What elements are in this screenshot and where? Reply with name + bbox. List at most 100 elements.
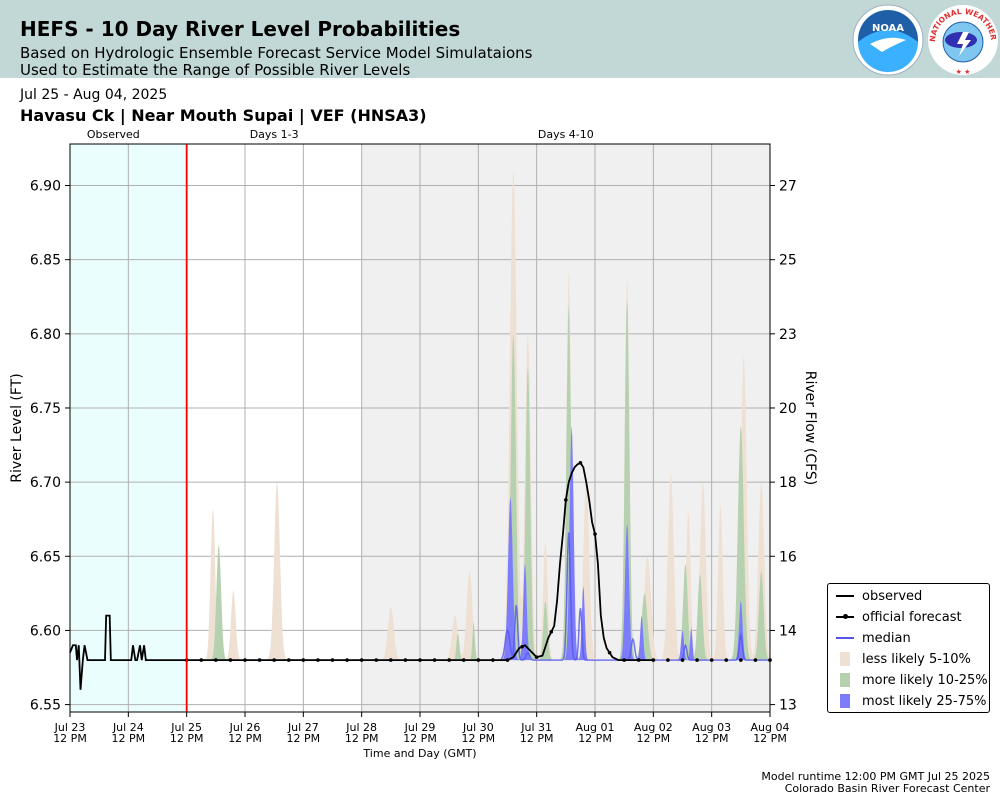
forecast-marker [680, 658, 685, 662]
legend-item: less likely 5-10% [836, 649, 971, 669]
forecast-marker [607, 650, 612, 655]
y2-tick-label: 16 [779, 549, 797, 565]
forecast-marker [301, 658, 306, 662]
forecast-marker [476, 658, 481, 662]
forecast-marker [534, 655, 539, 659]
y2-tick-label: 25 [779, 253, 797, 269]
legend-item: observed [836, 586, 922, 606]
forecast-marker [403, 658, 408, 662]
y2-tick-label: 14 [779, 623, 797, 639]
x-tick-label-time: 12 PM [695, 732, 729, 745]
forecast-marker [666, 658, 670, 662]
x-tick-label: Jul 30 [462, 721, 494, 734]
x-tick-label: Jul 27 [287, 721, 319, 734]
forecast-marker [257, 658, 262, 662]
legend-swatch [836, 610, 854, 624]
forecast-center: Colorado Basin River Forecast Center [784, 782, 990, 795]
forecast-marker [389, 658, 393, 662]
official-forecast-line [186, 461, 654, 661]
station-name: Havasu Ck | Near Mouth Supai | VEF (HNSA… [20, 106, 427, 125]
x-tick-label: Aug 01 [576, 721, 615, 734]
legend-item: more likely 10-25% [836, 670, 988, 690]
page-title: HEFS - 10 Day River Level Probabilities [20, 17, 461, 41]
observed-line [69, 614, 187, 690]
forecast-marker [549, 630, 554, 634]
y-tick-label: 6.80 [30, 327, 61, 343]
legend-label: most likely 25-75% [862, 693, 987, 709]
forecast-marker [622, 658, 626, 662]
forecast-marker [345, 658, 349, 662]
y2-tick-label: 27 [779, 179, 797, 195]
x-tick-label-time: 12 PM [403, 732, 437, 745]
x-tick-label-time: 12 PM [578, 732, 612, 745]
legend-swatch [840, 673, 850, 687]
forecast-marker [636, 658, 641, 662]
y2-tick-label: 18 [779, 475, 797, 491]
legend-item: official forecast [836, 607, 962, 627]
x-tick-label-time: 12 PM [53, 732, 87, 745]
x-tick-label-time: 12 PM [345, 732, 379, 745]
header-banner: HEFS - 10 Day River Level Probabilities … [0, 0, 1000, 79]
region-label: Observed [87, 128, 140, 141]
noaa-logo: NOAA [852, 4, 924, 76]
legend-label: observed [862, 588, 923, 604]
forecast-marker [228, 658, 233, 662]
y2-axis-title: River Flow (CFS) [802, 371, 818, 486]
x-tick-label: Jul 29 [404, 721, 436, 734]
forecast-marker [286, 658, 291, 662]
y-tick-label: 6.65 [30, 549, 61, 565]
y2-tick-label: 23 [779, 327, 797, 343]
x-tick-label: Jul 31 [520, 721, 552, 734]
x-tick-label: Jul 25 [170, 721, 202, 734]
svg-text:★ ★: ★ ★ [956, 68, 971, 76]
x-tick-label: Jul 24 [112, 721, 144, 734]
region-label: Days 1-3 [250, 128, 299, 141]
y2-tick-label: 13 [779, 698, 797, 714]
x-tick-label: Jul 26 [229, 721, 261, 734]
band-more-likely [186, 298, 770, 661]
forecast-marker [447, 658, 451, 662]
forecast-marker [739, 658, 743, 662]
y-tick-label: 6.60 [30, 623, 61, 639]
region-label: Days 4-10 [538, 128, 594, 141]
x-tick-label-time: 12 PM [170, 732, 204, 745]
forecast-marker [505, 658, 510, 662]
forecast-marker [214, 658, 218, 662]
forecast-marker [374, 658, 379, 662]
x-tick-label-time: 12 PM [753, 732, 787, 745]
forecast-marker [593, 532, 597, 536]
forecast-marker [272, 658, 276, 662]
legend-item: most likely 25-75% [836, 691, 986, 711]
legend-label: official forecast [862, 609, 962, 625]
x-tick-label-time: 12 PM [112, 732, 146, 745]
x-tick-label-time: 12 PM [462, 732, 496, 745]
y-tick-label: 6.85 [30, 253, 61, 269]
x-tick-label-time: 12 PM [228, 732, 262, 745]
nws-logo: NATIONAL WEATHER SERVICE ★ ★ [927, 4, 998, 76]
forecast-marker [199, 658, 204, 662]
forecast-marker [709, 658, 714, 662]
forecast-marker [724, 658, 729, 662]
legend-label: median [862, 630, 911, 646]
x-tick-label-time: 12 PM [287, 732, 321, 745]
model-runtime: Model runtime 12:00 PM GMT Jul 25 2025 [761, 770, 990, 783]
legend-swatch [836, 631, 854, 645]
x-tick-label-time: 12 PM [520, 732, 554, 745]
y2-tick-label: 20 [779, 401, 797, 417]
forecast-marker [359, 658, 364, 662]
forecast-marker [753, 658, 758, 662]
forecast-marker [330, 658, 335, 662]
forecast-marker [578, 461, 583, 465]
y-tick-label: 6.90 [30, 179, 61, 195]
page-subtitle-line-2: Used to Estimate the Range of Possible R… [20, 61, 411, 79]
legend-label: less likely 5-10% [862, 651, 971, 667]
forecast-marker [695, 658, 699, 662]
y-tick-label: 6.75 [30, 401, 61, 417]
chart-axes [65, 143, 775, 717]
forecast-marker [461, 658, 466, 662]
legend-swatch [840, 694, 850, 708]
legend-swatch [840, 652, 850, 666]
page-subtitle-line-1: Based on Hydrologic Ensemble Forecast Se… [20, 44, 533, 62]
